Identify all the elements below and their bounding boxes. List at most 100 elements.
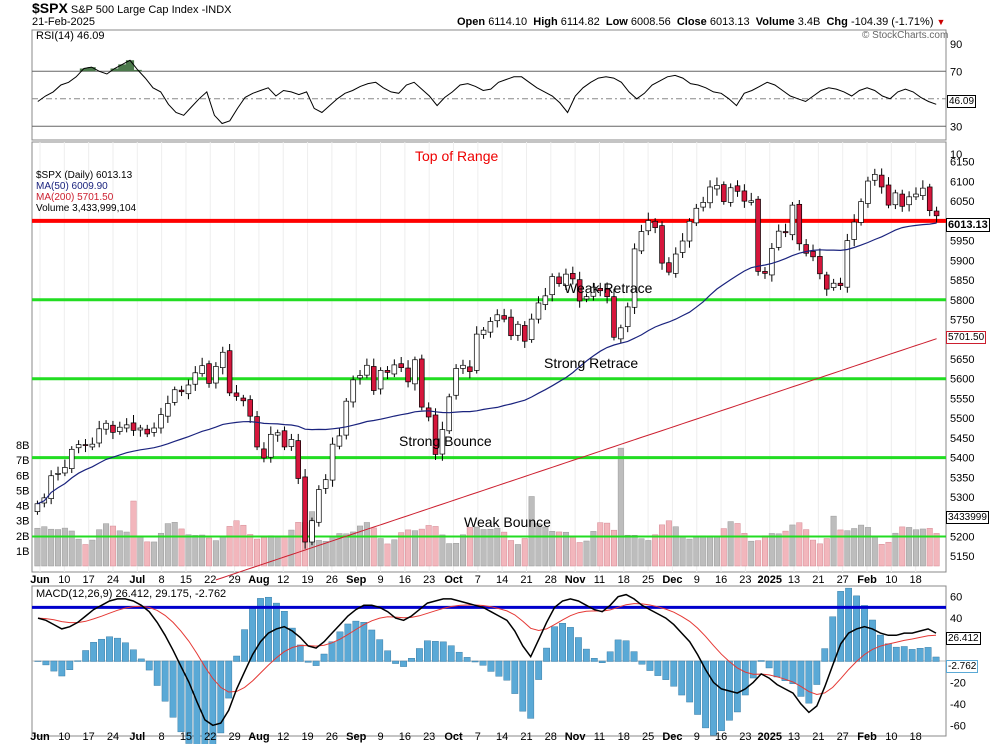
volume-bar <box>192 535 199 567</box>
candle-body <box>762 271 768 274</box>
macd-histogram-bar <box>447 645 455 662</box>
candle-body <box>261 448 267 459</box>
volume-bar <box>219 536 226 567</box>
candle-body <box>171 389 178 403</box>
volume-bar <box>803 529 810 567</box>
symbol-label: $SPX <box>32 0 68 16</box>
price-legend-ma50: MA(50) 6009.90 <box>36 181 108 192</box>
price-x-tick-label: 22 <box>204 574 216 586</box>
macd-histogram-bar <box>598 660 606 663</box>
candle-body <box>549 276 555 296</box>
price-x-tick-label: 18 <box>910 574 922 586</box>
price-x-tick-label: 23 <box>423 574 435 586</box>
macd-x-tick-label: 21 <box>812 731 824 743</box>
candle-body <box>370 366 377 391</box>
volume-bar <box>130 500 137 567</box>
weak-retrace-label: Weak Retrace <box>564 280 653 296</box>
candle-body <box>62 467 68 474</box>
candle-body <box>110 424 116 433</box>
candle-body <box>419 358 425 408</box>
macd-x-tick-label: 8 <box>159 731 165 743</box>
strong-bounce-label: Strong Bounce <box>399 433 492 449</box>
candle-body <box>364 364 370 376</box>
volume-bar <box>816 543 823 567</box>
macd-x-tick-label: 7 <box>475 731 481 743</box>
macd-histogram-bar <box>551 626 558 662</box>
candle-body <box>844 240 851 288</box>
rsi-legend: RSI(14) 46.09 <box>36 30 105 42</box>
candle-body <box>295 440 302 479</box>
top-of-range-label: Top of Range <box>415 148 499 164</box>
price-x-tick-label: Feb <box>857 574 877 586</box>
volume-bar <box>741 533 748 567</box>
rsi-tick-label: 30 <box>950 121 962 133</box>
volume-bar <box>116 530 123 567</box>
price-x-tick-label: 16 <box>715 574 727 586</box>
price-x-tick-label: Dec <box>662 574 682 586</box>
volume-bar <box>391 539 398 567</box>
candle-body <box>810 250 816 258</box>
candle-body <box>563 273 569 286</box>
date-label: 21-Feb-2025 <box>32 16 95 28</box>
candle-body <box>89 443 96 448</box>
volume-bar <box>199 534 206 567</box>
macd-histogram-bar <box>122 642 129 662</box>
volume-bar <box>878 544 885 567</box>
candle-body <box>192 372 199 385</box>
price-x-tick-label: 19 <box>301 574 313 586</box>
candle-body <box>590 286 597 297</box>
macd-histogram-bar <box>368 629 376 662</box>
candle-body <box>48 475 54 499</box>
macd-x-tick-label: 28 <box>545 731 557 743</box>
candle-body <box>892 192 899 206</box>
macd-histogram-bar <box>861 605 868 662</box>
candle-body <box>178 389 185 393</box>
candle-body <box>913 193 919 198</box>
volume-bar <box>247 534 254 567</box>
macd-histogram-bar <box>877 634 884 662</box>
volume-bar <box>624 534 631 567</box>
candle-body <box>782 231 789 234</box>
volume-bar <box>837 529 844 567</box>
volume-bar <box>418 528 425 567</box>
volume-tick-label: 1B <box>16 546 29 558</box>
volume-bar <box>597 522 604 567</box>
candle-body <box>425 407 432 418</box>
candle-body <box>885 184 892 206</box>
macd-histogram-bar <box>265 596 272 662</box>
candle-body <box>796 203 803 245</box>
candle-body <box>789 204 796 236</box>
macd-histogram-bar <box>439 641 447 662</box>
macd-x-tick-label: 18 <box>618 731 630 743</box>
volume-tick-label: 6B <box>16 470 29 482</box>
candle-body <box>631 248 638 308</box>
volume-bar <box>109 525 116 567</box>
macd-histogram-bar <box>805 660 813 704</box>
macd-histogram-bar <box>519 660 527 712</box>
volume-bar <box>720 528 727 567</box>
macd-histogram-bar <box>797 660 805 697</box>
macd-histogram-bar <box>392 660 399 664</box>
macd-histogram-bar <box>344 623 352 662</box>
price-x-tick-label: Aug <box>248 574 269 586</box>
candle-body <box>473 333 480 371</box>
candle-body <box>158 414 164 429</box>
macd-histogram-bar <box>622 640 630 662</box>
macd-histogram-bar <box>781 660 789 681</box>
volume-bar <box>652 534 659 567</box>
volume-bar <box>185 534 192 567</box>
macd-histogram-bar <box>209 660 217 744</box>
volume-tick-label: 3B <box>16 516 29 528</box>
macd-histogram-bar <box>535 660 543 680</box>
candle-body <box>501 315 507 320</box>
macd-x-tick-label: 27 <box>837 731 849 743</box>
macd-histogram-bar <box>408 658 415 662</box>
volume-bar <box>370 527 377 567</box>
volume-bar <box>260 537 267 567</box>
volume-bar <box>919 528 926 567</box>
price-x-tick-label: 7 <box>475 574 481 586</box>
volume-bar <box>254 538 261 567</box>
candle-body <box>343 400 350 436</box>
price-tick-label: 5750 <box>950 315 974 327</box>
macd-histogram-bar <box>662 660 670 680</box>
